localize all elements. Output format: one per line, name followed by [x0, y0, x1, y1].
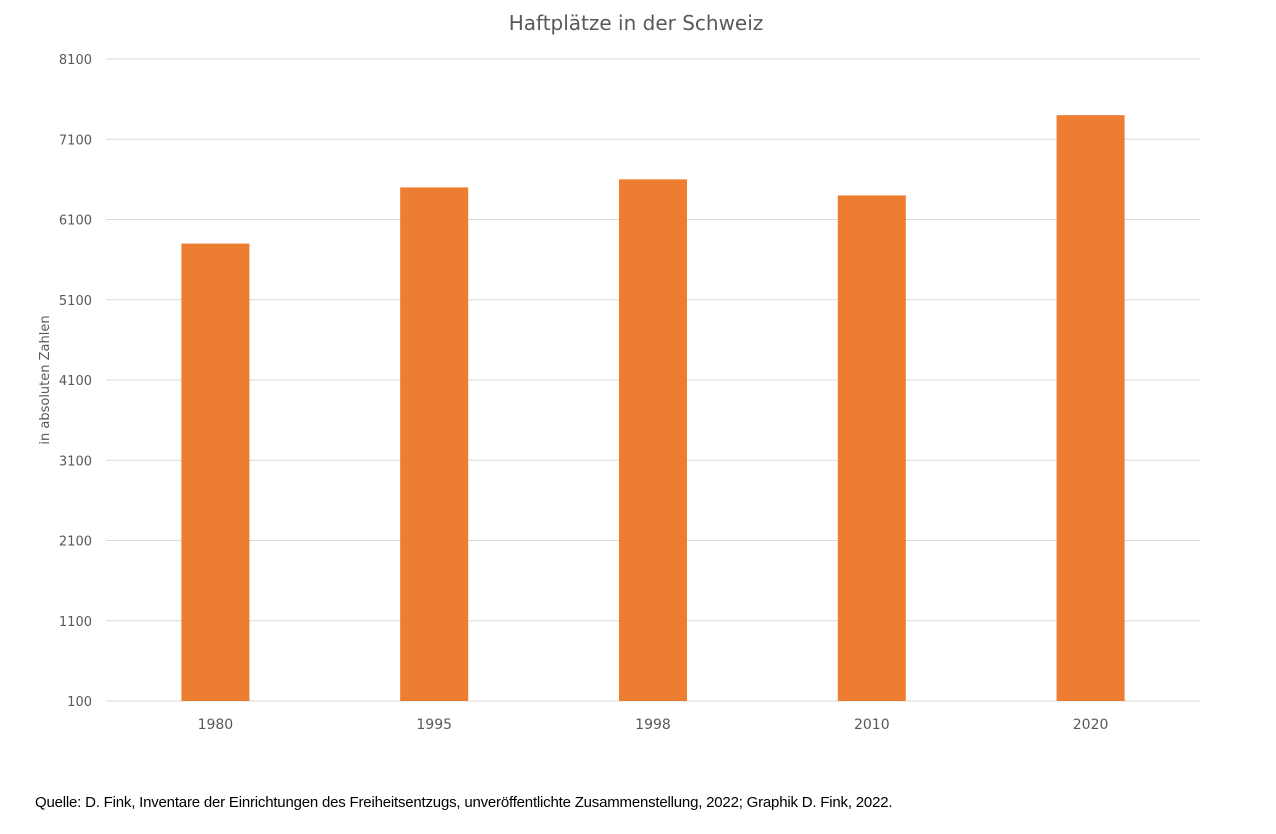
bar-1998	[619, 179, 687, 701]
y-tick-label: 100	[67, 695, 92, 710]
y-tick-label: 8100	[59, 53, 92, 68]
y-axis-title: in absoluten Zahlen	[38, 315, 53, 444]
x-tick-label: 1995	[416, 717, 452, 733]
bar-2010	[837, 195, 906, 702]
y-tick-label: 7100	[59, 133, 92, 148]
bars	[181, 115, 1125, 702]
bar-1995	[400, 187, 469, 701]
bar-1980	[181, 243, 250, 701]
chart-title: Haftplätze in der Schweiz	[509, 11, 764, 35]
y-tick-label: 4100	[59, 374, 92, 389]
x-axis-ticks: 1980 1995 1998 2010 2020	[198, 717, 1109, 733]
x-tick-label: 1980	[198, 717, 234, 733]
y-tick-label: 2100	[59, 535, 92, 550]
y-axis-ticks: 8100 7100 6100 5100 4100 3100 2100 1100 100	[59, 53, 92, 710]
y-tick-label: 1100	[59, 615, 92, 630]
x-tick-label: 1998	[635, 717, 671, 733]
y-tick-label: 5100	[59, 294, 92, 309]
source-note: Quelle: D. Fink, Inventare der Einrichtu…	[35, 794, 893, 811]
y-tick-label: 3100	[59, 454, 92, 469]
bar-2020	[1056, 115, 1125, 702]
x-tick-label: 2020	[1073, 717, 1109, 733]
y-tick-label: 6100	[59, 214, 92, 229]
x-tick-label: 2010	[854, 717, 890, 733]
